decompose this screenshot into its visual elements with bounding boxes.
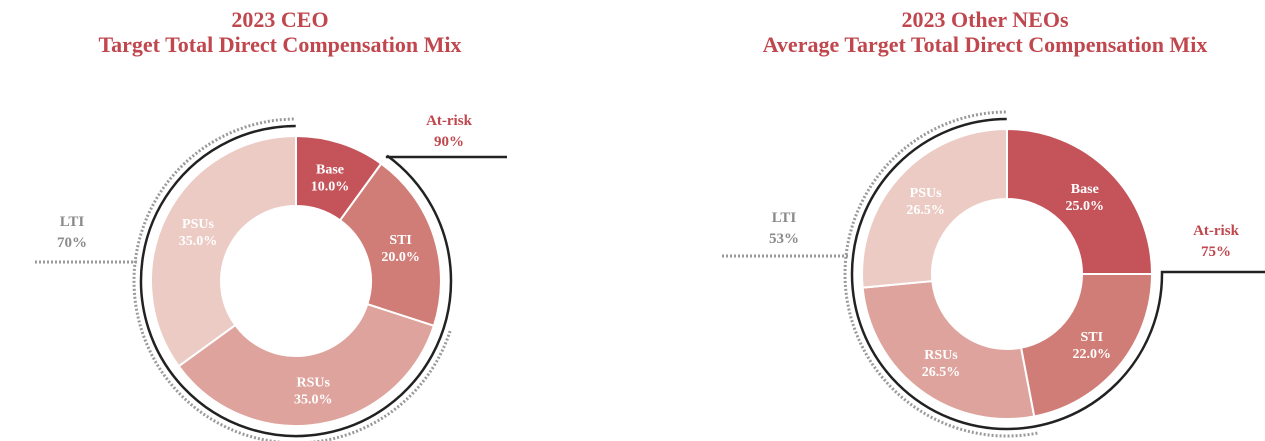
- slice-value-sti: 22.0%: [1073, 347, 1112, 362]
- lti-bracket-arc: [843, 110, 1038, 438]
- at-risk-bracket-line: [385, 155, 507, 159]
- lti-label: LTI: [772, 210, 797, 226]
- at-risk-value: 75%: [1201, 244, 1231, 260]
- chart-title-ceo-line2: Target Total Direct Compensation Mix: [98, 32, 462, 57]
- slice-value-psus: 35.0%: [179, 234, 218, 249]
- at-risk-bracket-arc: [139, 124, 453, 438]
- chart-title-neo: 2023 Other NEOs Average Target Total Dir…: [705, 7, 1265, 57]
- donut-chart-1: Base 25.0% STI 22.0% RSUs 26.5% PSUs 26.5% At-ri…: [722, 110, 1265, 438]
- slice-value-rsus: 35.0%: [294, 393, 333, 408]
- donut-chart-0: Base 10.0% STI 20.0% RSUs 35.0% PSUs 35.0% At-ri…: [35, 113, 507, 441]
- slice-label-sti: STI: [389, 233, 412, 248]
- slice-label-rsus: RSUs: [296, 376, 330, 391]
- slice-label-sti: STI: [1080, 330, 1103, 345]
- slice-label-rsus: RSUs: [924, 348, 958, 363]
- at-risk-label: At-risk: [1193, 223, 1239, 239]
- slice-sti: [338, 162, 442, 328]
- chart-title-neo-line2: Average Target Total Direct Compensation…: [762, 32, 1208, 57]
- slice-psus: [150, 134, 297, 368]
- slice-value-base: 25.0%: [1066, 199, 1105, 214]
- lti-value: 70%: [57, 235, 87, 251]
- at-risk-bracket-arc: [850, 117, 1164, 431]
- at-risk-label: At-risk: [426, 113, 472, 129]
- lti-label: LTI: [60, 214, 85, 230]
- at-risk-value: 90%: [434, 134, 464, 150]
- slice-label-base: Base: [316, 162, 344, 177]
- slice-label-psus: PSUs: [910, 186, 942, 201]
- slice-value-sti: 20.0%: [381, 250, 420, 265]
- slice-rsus: [177, 302, 436, 427]
- chart-title-neo-line1: 2023 Other NEOs: [901, 7, 1069, 32]
- slice-rsus: [861, 279, 1036, 420]
- slice-value-rsus: 26.5%: [922, 365, 961, 380]
- chart-title-ceo: 2023 CEO Target Total Direct Compensatio…: [0, 7, 560, 57]
- slice-base: [1006, 127, 1154, 275]
- at-risk-bracket-line: [1160, 270, 1265, 274]
- lti-value: 53%: [769, 231, 799, 247]
- slice-label-base: Base: [1071, 182, 1099, 197]
- slice-value-base: 10.0%: [311, 179, 350, 194]
- slice-psus: [861, 127, 1008, 289]
- slice-sti: [1019, 273, 1154, 418]
- lti-bracket-arc: [132, 117, 452, 441]
- slice-value-psus: 26.5%: [906, 203, 945, 218]
- slice-label-psus: PSUs: [182, 217, 214, 232]
- chart-title-ceo-line1: 2023 CEO: [231, 7, 329, 32]
